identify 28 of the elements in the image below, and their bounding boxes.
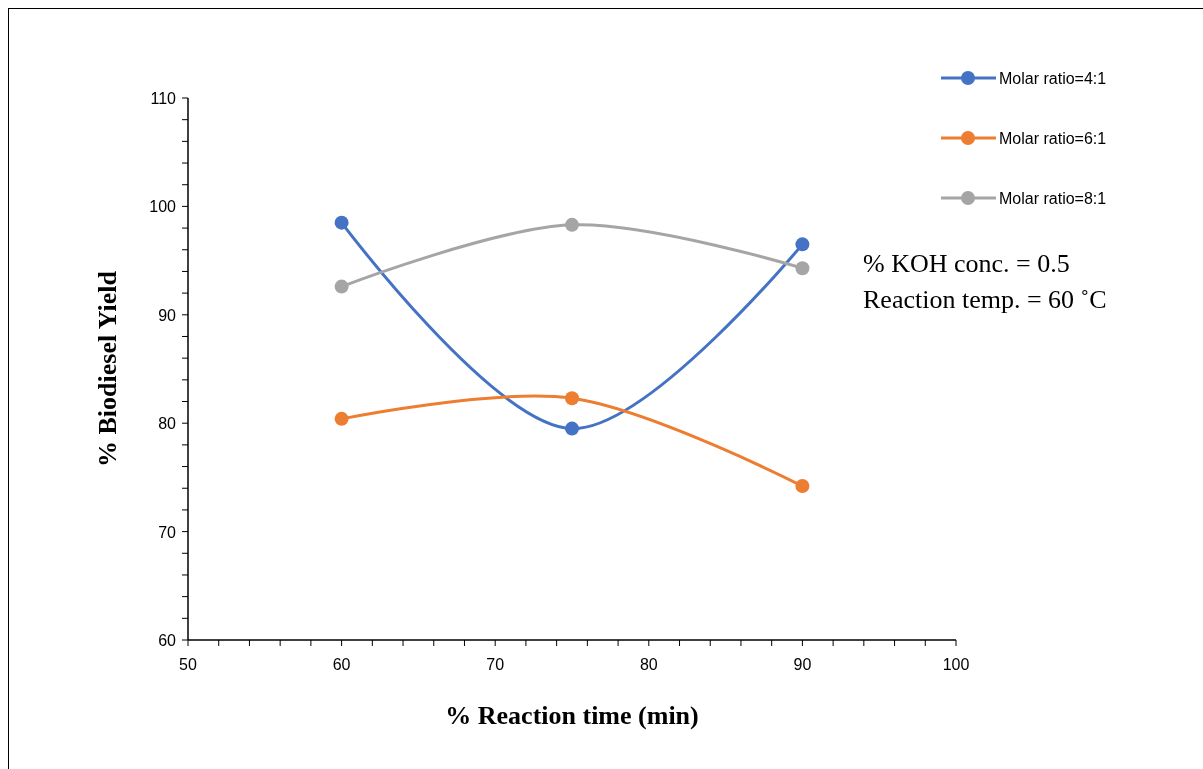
point xyxy=(334,279,349,294)
point xyxy=(565,391,579,406)
x-tick-label: 60 xyxy=(332,656,351,673)
legend-label: Molar ratio=6:1 xyxy=(999,130,1107,147)
point xyxy=(795,479,810,494)
x-tick-label: 100 xyxy=(942,656,970,673)
point xyxy=(795,237,810,252)
x-tick-label: 90 xyxy=(793,656,812,673)
annotation: Reaction temp. = 60 ˚C xyxy=(863,285,1107,314)
y-tick-label: 100 xyxy=(149,198,177,216)
y-tick-label: 110 xyxy=(150,90,177,107)
y-axis-title: % Biodiesel Yield xyxy=(93,270,122,467)
y-tick-label: 60 xyxy=(158,632,177,649)
point xyxy=(334,411,349,426)
x-tick-label: 80 xyxy=(639,656,658,673)
point xyxy=(795,261,810,276)
legend-label: Molar ratio=8:1 xyxy=(999,190,1107,207)
y-tick-label: 80 xyxy=(158,415,177,433)
annotation: % KOH conc. = 0.5 xyxy=(863,249,1070,278)
legend-label: Molar ratio=4:1 xyxy=(999,70,1107,87)
y-tick-label: 70 xyxy=(158,523,177,541)
point xyxy=(334,215,349,230)
y-tick-label: 90 xyxy=(158,306,177,324)
x-tick-label: 50 xyxy=(179,656,197,673)
point xyxy=(565,217,579,232)
x-axis-title: % Reaction time (min) xyxy=(445,701,699,730)
point xyxy=(565,421,579,436)
x-tick-label: 70 xyxy=(486,656,505,673)
